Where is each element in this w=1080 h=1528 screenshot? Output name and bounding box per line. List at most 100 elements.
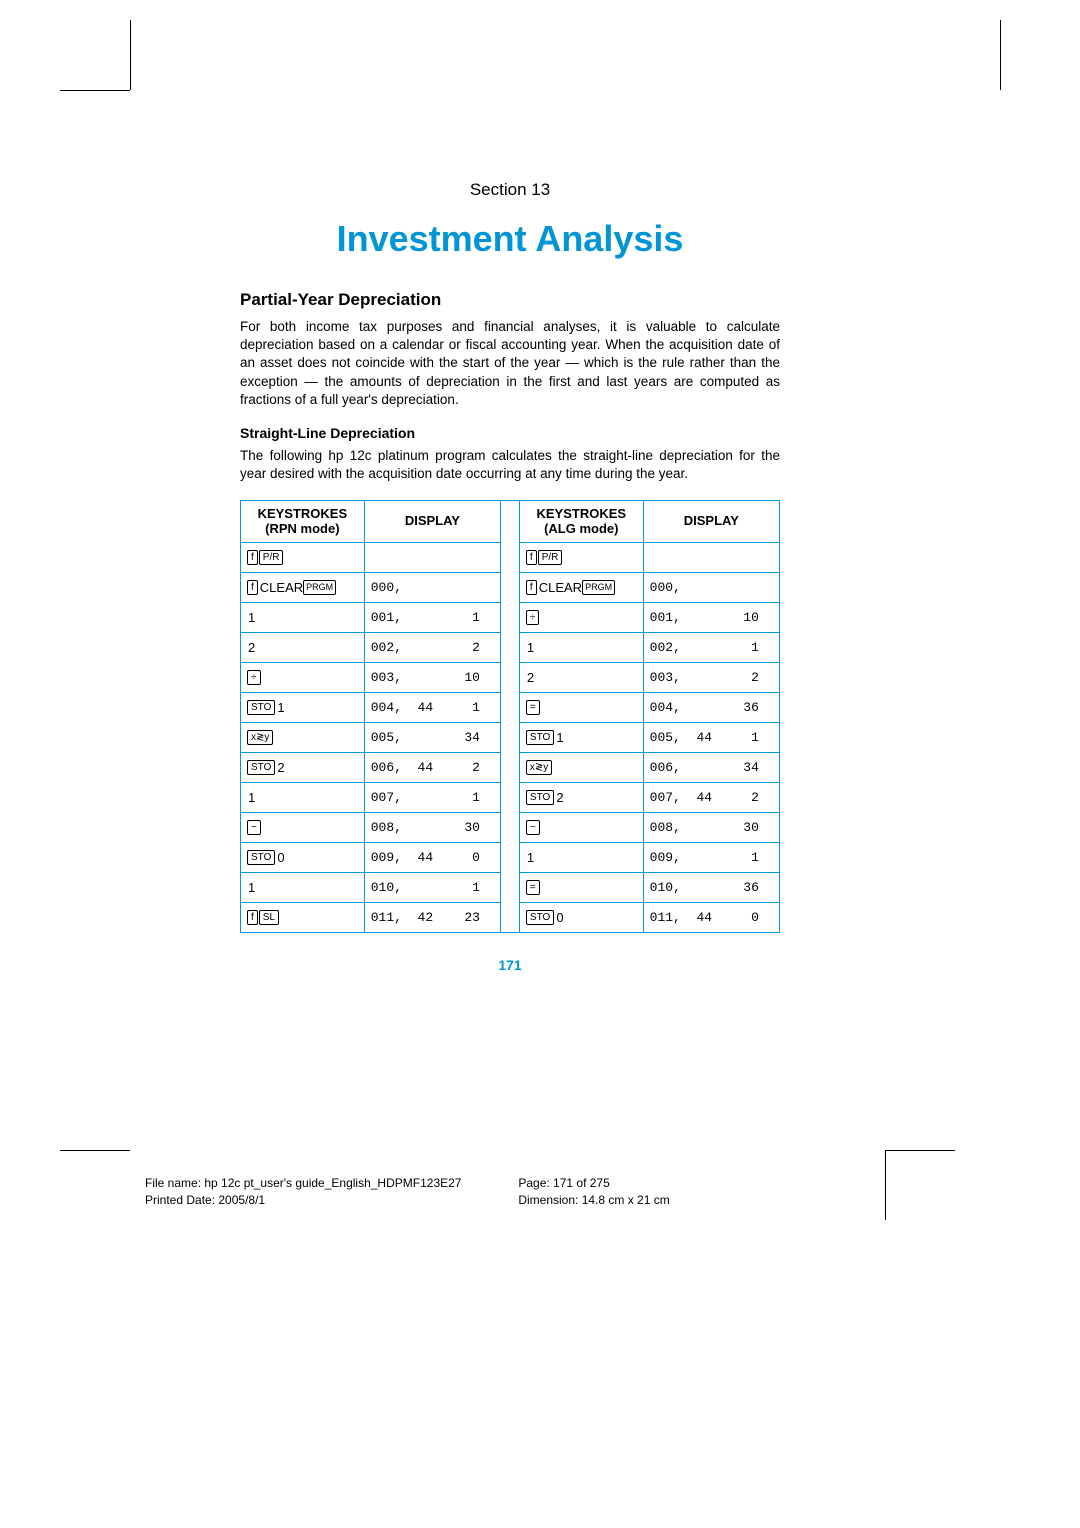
gap-cell bbox=[501, 542, 520, 572]
display-cell: 003, 10 bbox=[364, 662, 500, 692]
th-display-2: DISPLAY bbox=[643, 500, 779, 542]
display-cell: 003, 2 bbox=[643, 662, 779, 692]
keystroke-cell: − bbox=[241, 812, 365, 842]
keystroke-cell: − bbox=[519, 812, 643, 842]
table-row: fP/RfP/R bbox=[241, 542, 780, 572]
table-row: x≷y005, 34STO1005, 44 1 bbox=[241, 722, 780, 752]
program-table: KEYSTROKES (RPN mode) DISPLAY KEYSTROKES… bbox=[240, 500, 780, 933]
keystroke-cell: 1 bbox=[519, 632, 643, 662]
calculator-key: f bbox=[247, 910, 258, 925]
calculator-key: f bbox=[247, 550, 258, 565]
gap-cell bbox=[501, 872, 520, 902]
footer: File name: hp 12c pt_user's guide_Englis… bbox=[145, 1175, 670, 1209]
calculator-key: STO bbox=[247, 760, 275, 775]
table-row: −008, 30−008, 30 bbox=[241, 812, 780, 842]
keystroke-cell: STO2 bbox=[241, 752, 365, 782]
calculator-key: − bbox=[526, 820, 540, 835]
display-cell: 011, 42 23 bbox=[364, 902, 500, 932]
display-cell bbox=[643, 542, 779, 572]
table-row: fCLEARPRGM000,fCLEARPRGM000, bbox=[241, 572, 780, 602]
display-cell: 009, 1 bbox=[643, 842, 779, 872]
keystroke-cell: 1 bbox=[241, 602, 365, 632]
calculator-key: SL bbox=[259, 910, 279, 925]
keystroke-cell: x≷y bbox=[519, 752, 643, 782]
keystroke-cell: 2 bbox=[241, 632, 365, 662]
footer-printed: Printed Date: 2005/8/1 bbox=[145, 1192, 515, 1209]
table-row: STO0009, 44 0 1009, 1 bbox=[241, 842, 780, 872]
gap-cell bbox=[501, 842, 520, 872]
footer-page: Page: 171 of 275 bbox=[518, 1175, 609, 1192]
display-cell: 005, 44 1 bbox=[643, 722, 779, 752]
display-cell: 001, 10 bbox=[643, 602, 779, 632]
th-display-1: DISPLAY bbox=[364, 500, 500, 542]
crop-mark bbox=[1000, 20, 1001, 90]
paragraph: The following hp 12c platinum program ca… bbox=[240, 447, 780, 483]
page: Section 13 Investment Analysis Partial-Y… bbox=[130, 60, 890, 973]
table-row: fSL011, 42 23STO0011, 44 0 bbox=[241, 902, 780, 932]
keystroke-cell: STO1 bbox=[519, 722, 643, 752]
keystroke-cell: x≷y bbox=[241, 722, 365, 752]
display-cell: 010, 1 bbox=[364, 872, 500, 902]
display-cell: 007, 1 bbox=[364, 782, 500, 812]
display-cell: 002, 1 bbox=[643, 632, 779, 662]
display-cell: 009, 44 0 bbox=[364, 842, 500, 872]
footer-filename: File name: hp 12c pt_user's guide_Englis… bbox=[145, 1175, 515, 1192]
gap-cell bbox=[501, 812, 520, 842]
display-cell: 002, 2 bbox=[364, 632, 500, 662]
crop-mark bbox=[60, 90, 130, 91]
keystroke-cell: 1 bbox=[519, 842, 643, 872]
calculator-key: ÷ bbox=[526, 610, 540, 625]
gap-cell bbox=[501, 632, 520, 662]
table-row: 1010, 1 = 010, 36 bbox=[241, 872, 780, 902]
section-label: Section 13 bbox=[240, 180, 780, 200]
calculator-key: STO bbox=[247, 700, 275, 715]
display-cell: 011, 44 0 bbox=[643, 902, 779, 932]
gap-cell bbox=[501, 752, 520, 782]
footer-dimension: Dimension: 14.8 cm x 21 cm bbox=[518, 1192, 669, 1209]
keystroke-cell: fCLEARPRGM bbox=[241, 572, 365, 602]
table-row: 2002, 2 1002, 1 bbox=[241, 632, 780, 662]
keystroke-cell: 1 bbox=[241, 872, 365, 902]
crop-mark bbox=[885, 1150, 955, 1151]
th-keystrokes-rpn: KEYSTROKES (RPN mode) bbox=[241, 500, 365, 542]
heading-partial-year: Partial-Year Depreciation bbox=[240, 290, 780, 310]
table-row: STO2006, 44 2x≷y006, 34 bbox=[241, 752, 780, 782]
keystroke-cell: STO1 bbox=[241, 692, 365, 722]
calculator-key: f bbox=[526, 580, 537, 595]
keystroke-cell: fCLEARPRGM bbox=[519, 572, 643, 602]
gap-cell bbox=[501, 902, 520, 932]
display-cell bbox=[364, 542, 500, 572]
table-row: ÷ 003, 10 2003, 2 bbox=[241, 662, 780, 692]
calculator-key: STO bbox=[526, 730, 554, 745]
display-cell: 010, 36 bbox=[643, 872, 779, 902]
gap-cell bbox=[501, 692, 520, 722]
keystroke-cell: fSL bbox=[241, 902, 365, 932]
keystroke-cell: 2 bbox=[519, 662, 643, 692]
keystroke-cell: STO2 bbox=[519, 782, 643, 812]
keystroke-cell: STO0 bbox=[241, 842, 365, 872]
display-cell: 006, 44 2 bbox=[364, 752, 500, 782]
calculator-key: STO bbox=[526, 790, 554, 805]
display-cell: 001, 1 bbox=[364, 602, 500, 632]
calculator-key: = bbox=[526, 880, 540, 895]
calculator-key: STO bbox=[526, 910, 554, 925]
calculator-key: = bbox=[526, 700, 540, 715]
gap-cell bbox=[501, 722, 520, 752]
paragraph: For both income tax purposes and financi… bbox=[240, 318, 780, 409]
calculator-key: x≷y bbox=[526, 760, 552, 775]
gap-cell bbox=[501, 662, 520, 692]
calculator-key: ÷ bbox=[247, 670, 261, 685]
display-cell: 004, 44 1 bbox=[364, 692, 500, 722]
gap-cell bbox=[501, 782, 520, 812]
calculator-key: x≷y bbox=[247, 730, 273, 745]
calculator-key: P/R bbox=[538, 550, 563, 565]
keystroke-cell: STO0 bbox=[519, 902, 643, 932]
display-cell: 008, 30 bbox=[364, 812, 500, 842]
heading-straight-line: Straight-Line Depreciation bbox=[240, 425, 780, 441]
calculator-key: P/R bbox=[259, 550, 284, 565]
th-keystrokes-alg: KEYSTROKES (ALG mode) bbox=[519, 500, 643, 542]
gap-cell bbox=[501, 572, 520, 602]
page-title: Investment Analysis bbox=[240, 218, 780, 260]
display-cell: 007, 44 2 bbox=[643, 782, 779, 812]
keystroke-cell: = bbox=[519, 692, 643, 722]
